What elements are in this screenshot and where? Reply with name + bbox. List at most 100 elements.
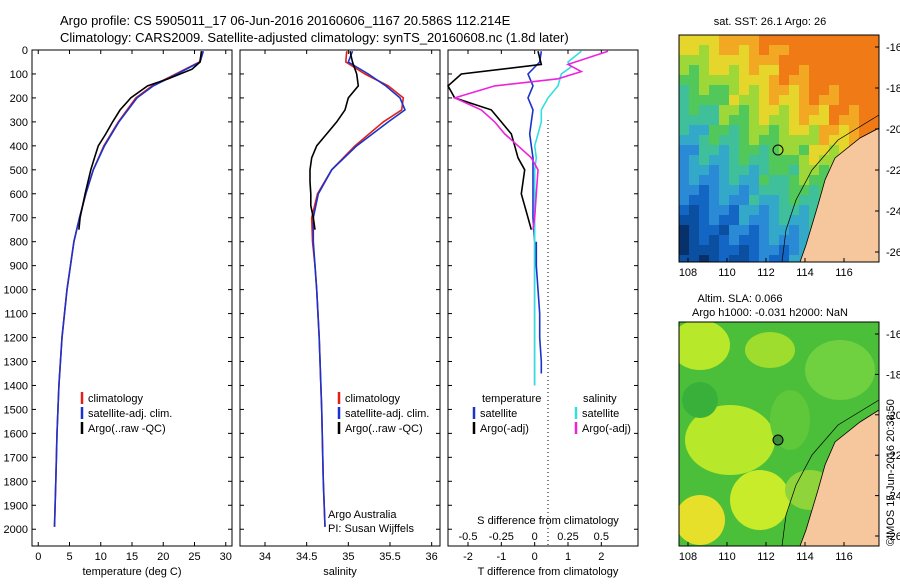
imos-footer: ©IMOS 15-Jun-2016 20:38:50 — [885, 399, 897, 546]
legend-temp-argo: Argo(-adj) — [480, 423, 529, 435]
sst-cell — [709, 245, 719, 255]
sst-cell — [799, 35, 809, 45]
depth-tick-label: 600 — [10, 189, 28, 201]
legend-satellite: satellite-adj. clim. — [88, 408, 172, 420]
sst-cell — [769, 45, 779, 55]
sst-cell — [729, 215, 739, 225]
sst-cell — [749, 225, 759, 235]
sst-cell — [729, 245, 739, 255]
sst-cell — [829, 35, 839, 45]
sst-cell — [799, 105, 809, 115]
difference-legend: temperature salinity satellite Argo(-adj… — [472, 393, 631, 435]
temperature-x-axis: 0 5 10 15 20 25 30 — [35, 50, 232, 563]
sst-cell — [739, 205, 749, 215]
sst-cell — [679, 135, 689, 145]
sst-cell — [699, 55, 709, 65]
sst-cell — [689, 145, 699, 155]
depth-tick-label: 400 — [10, 141, 28, 153]
depth-tick-label: 900 — [10, 261, 28, 273]
sst-cell — [709, 175, 719, 185]
depth-tick-label: 500 — [10, 165, 28, 177]
s-diff-tick-label: -0.25 — [489, 531, 514, 543]
sst-cell — [699, 165, 709, 175]
sst-cell — [789, 145, 799, 155]
sst-cell — [719, 95, 729, 105]
sst-cell — [799, 85, 809, 95]
sst-cell — [719, 195, 729, 205]
sst-cell — [689, 155, 699, 165]
sst-cell — [809, 55, 819, 65]
sst-cell — [799, 215, 809, 225]
sst-cell — [699, 225, 709, 235]
sst-cell — [729, 165, 739, 175]
sst-cell — [819, 125, 829, 135]
legend-temp-satellite: satellite — [480, 408, 517, 420]
sst-cell — [759, 215, 769, 225]
sst-cell — [799, 75, 809, 85]
sst-cell — [849, 45, 859, 55]
sst-cell — [729, 235, 739, 245]
sst-cell — [769, 105, 779, 115]
sst-cell — [749, 255, 759, 262]
x-tick-label: 15 — [126, 551, 138, 563]
sst-cell — [779, 95, 789, 105]
map-lat-label: -26 — [886, 531, 900, 543]
depth-tick-label: 1300 — [4, 356, 28, 368]
sst-cell — [819, 175, 829, 185]
sst-cell — [709, 135, 719, 145]
depth-tick-label: 1100 — [4, 309, 28, 321]
sst-cell — [709, 185, 719, 195]
sst-cell — [779, 185, 789, 195]
sst-cell — [849, 35, 859, 45]
sst-cell — [799, 135, 809, 145]
sst-cell — [739, 225, 749, 235]
sst-cell — [869, 115, 879, 125]
sst-cell — [749, 65, 759, 75]
sst-cell — [869, 95, 879, 105]
sst-cell — [769, 225, 779, 235]
sst-cell — [689, 95, 699, 105]
sst-cell — [709, 235, 719, 245]
sst-cell — [779, 165, 789, 175]
x-tick-label: -2 — [463, 551, 473, 563]
sst-cell — [769, 215, 779, 225]
sst-cell — [769, 185, 779, 195]
sst-cell — [789, 155, 799, 165]
map-lat-label: -18 — [886, 369, 900, 381]
x-tick-label: 0 — [35, 551, 41, 563]
s-diff-tick-label: -0.5 — [459, 531, 478, 543]
sst-cell — [709, 65, 719, 75]
sst-cell — [699, 215, 709, 225]
sst-cell — [689, 135, 699, 145]
sst-cell — [719, 245, 729, 255]
sst-cell — [679, 165, 689, 175]
s-difference-xlabel: S difference from climatology — [477, 515, 619, 527]
sst-cell — [839, 125, 849, 135]
sla-map-title-2: Argo h1000: -0.031 h2000: NaN — [692, 307, 848, 319]
sst-cell — [719, 255, 729, 262]
sst-cell — [719, 55, 729, 65]
sst-cell — [729, 145, 739, 155]
map-lon-label: 114 — [796, 267, 814, 279]
sst-cell — [709, 225, 719, 235]
sst-cell — [709, 195, 719, 205]
sst-cell — [759, 125, 769, 135]
sst-cell — [779, 245, 789, 255]
sst-cell — [729, 105, 739, 115]
sst-cell — [869, 105, 879, 115]
sst-cell — [839, 45, 849, 55]
sst-cell — [829, 85, 839, 95]
x-tick-label: 35.5 — [379, 551, 400, 563]
sst-cell — [799, 205, 809, 215]
sst-cell — [779, 135, 789, 145]
sst-cell — [779, 205, 789, 215]
depth-axis: 0 100 200 300 400 500 600 700 800 900 1000 1100 1200… — [4, 45, 638, 536]
sst-cell — [799, 45, 809, 55]
sst-cell — [769, 195, 779, 205]
sst-cell — [739, 45, 749, 55]
sst-cell — [749, 35, 759, 45]
depth-tick-label: 1700 — [4, 452, 28, 464]
sst-cell — [759, 145, 769, 155]
sst-cell — [739, 35, 749, 45]
sst-cell — [819, 145, 829, 155]
